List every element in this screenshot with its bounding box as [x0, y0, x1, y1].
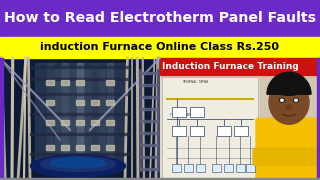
Text: Induction Furnace Training: Induction Furnace Training	[162, 62, 299, 71]
Bar	[196, 164, 205, 172]
Bar	[160, 58, 320, 180]
Bar	[283, 110, 295, 122]
Ellipse shape	[281, 99, 283, 101]
Bar	[140, 132, 158, 134]
Bar	[91, 100, 99, 105]
Bar	[140, 144, 158, 146]
Bar	[140, 156, 158, 158]
Bar	[172, 126, 186, 136]
FancyBboxPatch shape	[253, 148, 320, 165]
Bar	[62, 63, 68, 170]
Bar	[106, 100, 114, 105]
Bar	[76, 145, 84, 150]
Bar	[0, 0, 320, 37]
Bar	[106, 145, 114, 150]
Bar	[106, 80, 114, 85]
Bar	[106, 120, 114, 125]
Bar	[61, 120, 69, 125]
Bar	[172, 107, 186, 117]
Bar	[91, 145, 99, 150]
Ellipse shape	[271, 81, 307, 95]
Bar	[190, 107, 204, 117]
Bar	[30, 93, 130, 95]
Bar	[92, 63, 98, 170]
Bar	[212, 164, 221, 172]
Bar	[55, 68, 105, 160]
Bar	[184, 164, 193, 172]
Bar	[77, 63, 83, 170]
Text: TERMINAL TAPAN: TERMINAL TAPAN	[170, 113, 194, 117]
Ellipse shape	[279, 98, 284, 102]
Bar	[260, 77, 320, 180]
Bar	[236, 164, 245, 172]
Ellipse shape	[295, 99, 297, 101]
Bar	[30, 132, 130, 135]
Wedge shape	[267, 72, 311, 94]
Bar	[61, 145, 69, 150]
Text: induction Furnace Online Class Rs.250: induction Furnace Online Class Rs.250	[41, 42, 279, 53]
Ellipse shape	[269, 80, 309, 124]
Bar	[0, 58, 160, 180]
Bar	[107, 63, 113, 170]
Bar	[140, 96, 158, 98]
FancyBboxPatch shape	[256, 118, 320, 180]
Bar	[162, 77, 258, 178]
Bar	[217, 126, 231, 136]
Bar	[190, 126, 204, 136]
Bar	[61, 80, 69, 85]
Ellipse shape	[286, 105, 292, 109]
Bar	[91, 120, 99, 125]
Ellipse shape	[41, 156, 116, 172]
Ellipse shape	[30, 155, 125, 177]
Bar	[0, 178, 320, 180]
Bar	[0, 37, 320, 58]
Bar	[160, 58, 320, 75]
Bar	[0, 58, 3, 180]
Bar	[46, 120, 54, 125]
Bar	[46, 80, 54, 85]
Bar	[317, 58, 320, 180]
Bar	[76, 80, 84, 85]
Bar	[140, 84, 158, 86]
Bar	[172, 164, 181, 172]
Bar	[140, 120, 158, 122]
Bar	[30, 152, 130, 155]
Bar	[30, 78, 130, 80]
Text: How to Read Electrotherm Panel Faults: How to Read Electrotherm Panel Faults	[4, 12, 316, 26]
Bar	[234, 126, 248, 136]
Bar	[35, 63, 125, 165]
Bar	[246, 164, 255, 172]
Bar	[76, 100, 84, 105]
Ellipse shape	[293, 98, 299, 102]
Bar	[140, 72, 158, 74]
Bar	[224, 164, 233, 172]
Bar	[140, 168, 158, 170]
Bar	[30, 112, 130, 115]
Bar	[47, 63, 53, 170]
Bar	[76, 120, 84, 125]
Bar	[46, 100, 54, 105]
Bar	[140, 108, 158, 110]
Bar	[30, 66, 130, 68]
Bar	[46, 145, 54, 150]
Ellipse shape	[51, 158, 106, 168]
Text: TERMINAL  TAPAN: TERMINAL TAPAN	[182, 80, 208, 84]
